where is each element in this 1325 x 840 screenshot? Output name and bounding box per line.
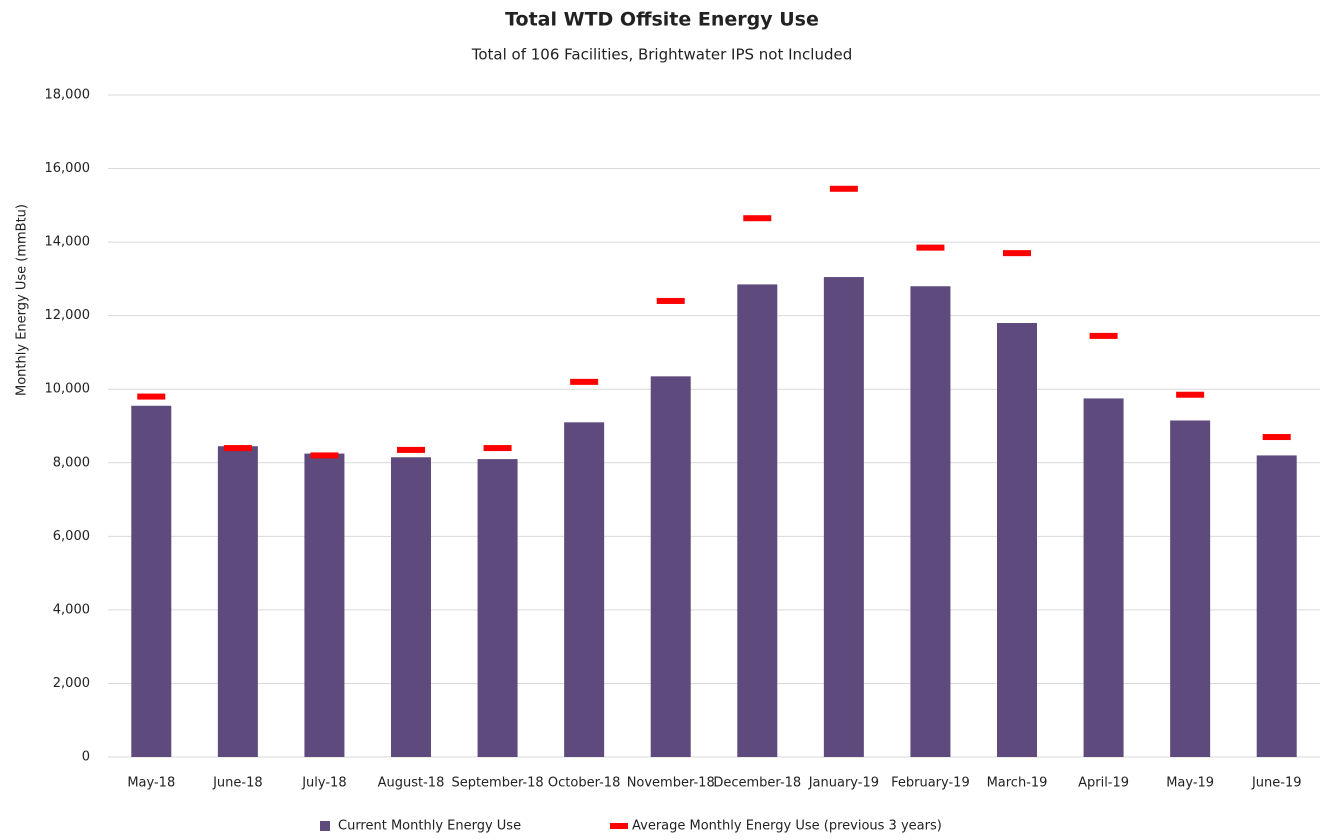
x-tick-label: January-19 — [808, 776, 879, 791]
bar — [910, 286, 951, 757]
bar — [1256, 455, 1297, 757]
legend-swatch — [320, 821, 330, 831]
average-marker — [1176, 391, 1205, 398]
x-tick-label: September-18 — [451, 776, 543, 791]
chart-title: Total WTD Offsite Energy Use — [505, 9, 819, 31]
x-tick-label: May-18 — [127, 776, 175, 791]
x-tick-label: May-19 — [1166, 776, 1214, 791]
average-marker — [743, 215, 772, 222]
average-marker — [916, 244, 945, 251]
average-marker — [1262, 434, 1291, 441]
y-tick-label: 14,000 — [45, 235, 91, 250]
average-marker — [397, 446, 425, 453]
y-tick-label: 6,000 — [53, 529, 90, 544]
average-marker — [570, 378, 599, 385]
x-tick-label: August-18 — [378, 776, 445, 791]
x-tick-label: July-18 — [301, 776, 346, 791]
bar — [1170, 420, 1211, 757]
x-tick-label: June-18 — [212, 776, 263, 791]
average-marker — [1089, 332, 1118, 339]
bar — [477, 459, 518, 757]
x-tick-label: April-19 — [1078, 776, 1129, 791]
y-tick-label: 12,000 — [45, 308, 91, 323]
average-marker — [137, 393, 166, 400]
x-tick-label: March-19 — [987, 776, 1048, 791]
average-marker — [829, 185, 858, 192]
bar — [304, 453, 345, 757]
bar — [391, 457, 431, 757]
x-tick-label: October-18 — [548, 776, 620, 791]
bar — [997, 323, 1037, 757]
bar — [131, 405, 172, 757]
legend-label: Current Monthly Energy Use — [338, 819, 521, 834]
y-tick-label: 2,000 — [53, 676, 90, 691]
y-tick-label: 8,000 — [53, 455, 90, 470]
y-tick-label: 0 — [82, 750, 90, 765]
bar — [217, 446, 258, 757]
y-tick-label: 10,000 — [45, 382, 91, 397]
bar — [564, 422, 605, 757]
chart-subtitle: Total of 106 Facilities, Brightwater IPS… — [471, 46, 853, 64]
average-marker — [310, 452, 339, 459]
y-tick-label: 16,000 — [45, 161, 91, 176]
y-tick-label: 18,000 — [45, 88, 91, 103]
average-marker — [483, 445, 512, 452]
average-marker — [223, 445, 252, 452]
legend-label: Average Monthly Energy Use (previous 3 y… — [632, 819, 942, 834]
y-axis-label: Monthly Energy Use (mmBtu) — [15, 204, 30, 396]
x-tick-label: June-19 — [1251, 776, 1302, 791]
bar — [823, 277, 864, 757]
bar — [650, 376, 691, 757]
bar — [1083, 398, 1124, 757]
x-tick-label: November-18 — [627, 776, 715, 791]
y-tick-label: 4,000 — [53, 602, 90, 617]
average-marker — [1003, 250, 1031, 257]
bar — [737, 284, 778, 757]
average-marker — [656, 297, 685, 304]
legend-swatch — [610, 823, 628, 829]
x-tick-label: February-19 — [891, 776, 970, 791]
x-tick-label: December-18 — [713, 776, 801, 791]
